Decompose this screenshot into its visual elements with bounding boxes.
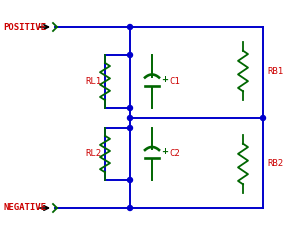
Text: NEGATIVE: NEGATIVE [3,204,46,213]
Text: +: + [161,147,168,156]
Circle shape [127,126,132,131]
Circle shape [127,105,132,110]
Circle shape [127,178,132,182]
Text: C2: C2 [169,150,180,159]
Circle shape [127,115,132,120]
Circle shape [127,53,132,58]
Circle shape [260,115,266,120]
Circle shape [127,205,132,210]
Text: RB1: RB1 [267,67,283,76]
Text: RB2: RB2 [267,160,283,169]
Circle shape [127,24,132,29]
Text: +: + [161,75,168,84]
Text: C1: C1 [169,77,180,86]
Text: RL2: RL2 [86,150,102,159]
Text: POSITIVE: POSITIVE [3,23,46,32]
Text: RL1: RL1 [86,77,102,86]
